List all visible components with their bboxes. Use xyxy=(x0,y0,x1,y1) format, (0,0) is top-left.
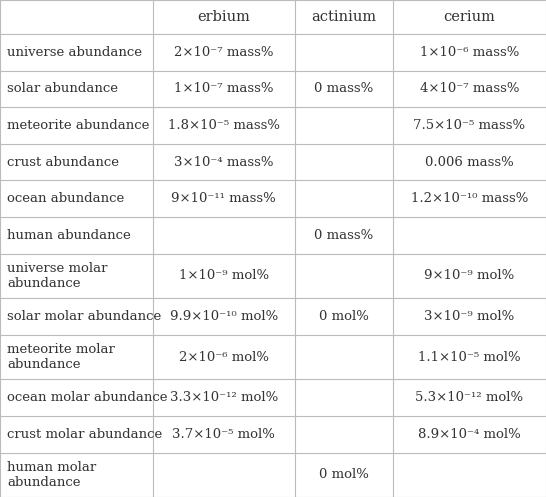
Text: 7.5×10⁻⁵ mass%: 7.5×10⁻⁵ mass% xyxy=(413,119,526,132)
Text: 0.006 mass%: 0.006 mass% xyxy=(425,156,514,168)
Text: solar molar abundance: solar molar abundance xyxy=(7,310,162,323)
Text: 0 mol%: 0 mol% xyxy=(319,468,369,481)
Text: crust molar abundance: crust molar abundance xyxy=(7,428,162,441)
Text: 3×10⁻⁴ mass%: 3×10⁻⁴ mass% xyxy=(174,156,274,168)
Text: meteorite molar
abundance: meteorite molar abundance xyxy=(7,343,115,371)
Text: 0 mass%: 0 mass% xyxy=(314,83,373,95)
Text: cerium: cerium xyxy=(443,10,496,24)
Text: 2×10⁻⁶ mol%: 2×10⁻⁶ mol% xyxy=(179,350,269,363)
Text: 1×10⁻⁹ mol%: 1×10⁻⁹ mol% xyxy=(179,269,269,282)
Text: 3×10⁻⁹ mol%: 3×10⁻⁹ mol% xyxy=(424,310,515,323)
Text: 9.9×10⁻¹⁰ mol%: 9.9×10⁻¹⁰ mol% xyxy=(170,310,278,323)
Text: 2×10⁻⁷ mass%: 2×10⁻⁷ mass% xyxy=(174,46,274,59)
Text: 0 mol%: 0 mol% xyxy=(319,310,369,323)
Text: human abundance: human abundance xyxy=(7,229,131,242)
Text: 3.3×10⁻¹² mol%: 3.3×10⁻¹² mol% xyxy=(170,391,278,404)
Text: 9×10⁻⁹ mol%: 9×10⁻⁹ mol% xyxy=(424,269,515,282)
Text: 1.8×10⁻⁵ mass%: 1.8×10⁻⁵ mass% xyxy=(168,119,280,132)
Text: solar abundance: solar abundance xyxy=(7,83,118,95)
Text: 5.3×10⁻¹² mol%: 5.3×10⁻¹² mol% xyxy=(416,391,524,404)
Text: 1×10⁻⁶ mass%: 1×10⁻⁶ mass% xyxy=(420,46,519,59)
Text: 1.2×10⁻¹⁰ mass%: 1.2×10⁻¹⁰ mass% xyxy=(411,192,528,205)
Text: 4×10⁻⁷ mass%: 4×10⁻⁷ mass% xyxy=(420,83,519,95)
Text: 0 mass%: 0 mass% xyxy=(314,229,373,242)
Text: 1×10⁻⁷ mass%: 1×10⁻⁷ mass% xyxy=(174,83,274,95)
Text: ocean abundance: ocean abundance xyxy=(7,192,124,205)
Text: erbium: erbium xyxy=(198,10,250,24)
Text: human molar
abundance: human molar abundance xyxy=(7,461,96,489)
Text: universe abundance: universe abundance xyxy=(7,46,142,59)
Text: 3.7×10⁻⁵ mol%: 3.7×10⁻⁵ mol% xyxy=(173,428,275,441)
Text: 9×10⁻¹¹ mass%: 9×10⁻¹¹ mass% xyxy=(171,192,276,205)
Text: ocean molar abundance: ocean molar abundance xyxy=(7,391,168,404)
Text: crust abundance: crust abundance xyxy=(7,156,119,168)
Text: 1.1×10⁻⁵ mol%: 1.1×10⁻⁵ mol% xyxy=(418,350,521,363)
Text: actinium: actinium xyxy=(311,10,377,24)
Text: 8.9×10⁻⁴ mol%: 8.9×10⁻⁴ mol% xyxy=(418,428,521,441)
Text: universe molar
abundance: universe molar abundance xyxy=(7,262,108,290)
Text: meteorite abundance: meteorite abundance xyxy=(7,119,150,132)
